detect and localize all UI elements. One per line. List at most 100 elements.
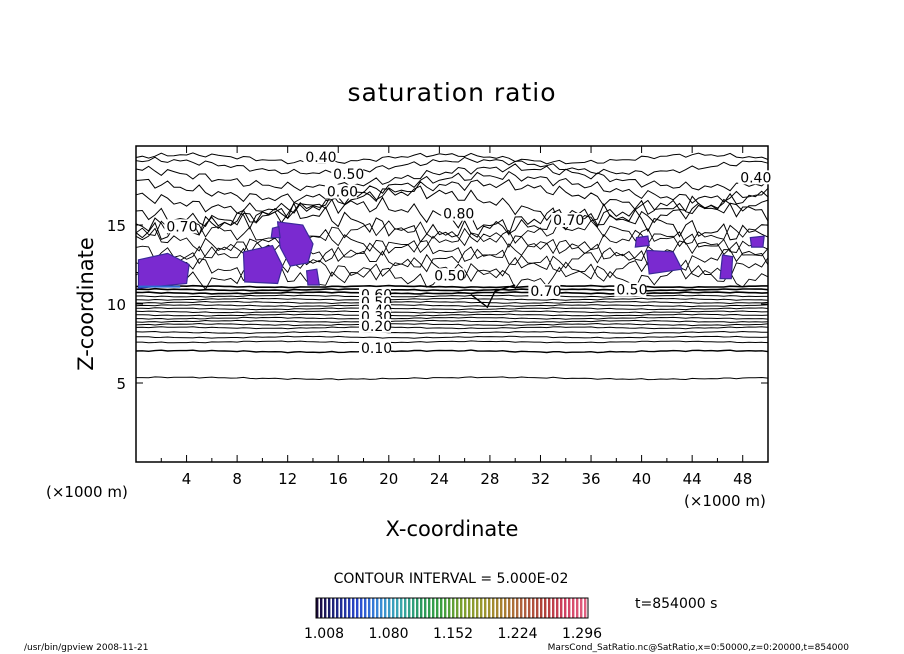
contour-line — [135, 310, 769, 314]
supersaturation-fill — [646, 249, 683, 275]
colorbar-stripe — [424, 598, 427, 618]
contour-label: 0.50 — [616, 283, 647, 299]
colorbar-stripe — [416, 598, 419, 618]
supersaturation-regions — [137, 221, 765, 289]
colorbar-stripe — [404, 598, 407, 618]
colorbar-stripe — [560, 598, 563, 618]
colorbar-stripe — [356, 598, 359, 618]
contour-line — [135, 202, 769, 243]
contour-line — [135, 330, 769, 335]
contour-label: 0.40 — [740, 170, 771, 186]
contour-line — [135, 300, 769, 305]
contour-line — [135, 156, 769, 177]
contour-line — [136, 335, 769, 339]
x-tick-label: 4 — [182, 470, 192, 488]
colorbar-stripe — [388, 598, 391, 618]
colorbar-stripe — [488, 598, 491, 618]
colorbar-stripe — [456, 598, 459, 618]
x-tick-label: 48 — [733, 470, 752, 488]
colorbar — [315, 597, 589, 619]
colorbar-stripe — [556, 598, 559, 618]
y-axis-label: Z-coordinate — [74, 237, 98, 371]
colorbar-tick-label: 1.296 — [562, 626, 602, 642]
y-tick-label: 10 — [107, 296, 126, 314]
footer-left: /usr/bin/gpview 2008-11-21 — [24, 643, 148, 653]
y-tick-label: 15 — [107, 217, 126, 235]
colorbar-stripe — [324, 598, 327, 618]
contour-line — [136, 316, 769, 320]
colorbar-stripe — [580, 598, 583, 618]
colorbar-stripe — [396, 598, 399, 618]
colorbar-stripe — [444, 598, 447, 618]
contour-line — [135, 326, 769, 330]
colorbar-stripe — [432, 598, 435, 618]
chart-title: saturation ratio — [347, 78, 556, 107]
contour-label: 0.70 — [166, 219, 197, 235]
colorbar-stripe — [328, 598, 331, 618]
colorbar-tick-label: 1.152 — [433, 626, 473, 642]
x-tick-label: 16 — [329, 470, 348, 488]
x-tick-label: 36 — [581, 470, 600, 488]
colorbar-stripe — [492, 598, 495, 618]
colorbar-stripe — [552, 598, 555, 618]
colorbar-tick-label: 1.224 — [497, 626, 537, 642]
contour-line — [135, 219, 769, 247]
colorbar-stripe — [400, 598, 403, 618]
contour-line — [136, 307, 769, 311]
colorbar-stripe — [496, 598, 499, 618]
contour-label: 0.60 — [327, 185, 358, 201]
time-label: t=854000 s — [635, 596, 717, 612]
contour-line — [135, 322, 769, 327]
contour-label-bg — [164, 219, 197, 234]
plot-area: 0.400.500.600.80 0.700.400.700.500.70 0.50… — [135, 145, 771, 463]
contour-label-bg — [303, 149, 336, 164]
contour-label: 0.50 — [434, 268, 465, 284]
x-unit-left: (×1000 m) — [46, 483, 128, 501]
colorbar-stripe — [360, 598, 363, 618]
colorbar-stripe — [348, 598, 351, 618]
colorbar-stripe — [568, 598, 571, 618]
colorbar-stripe — [428, 598, 431, 618]
contour-label-bg — [358, 340, 391, 355]
contour-line — [135, 313, 769, 317]
colorbar-stripe — [516, 598, 519, 618]
colorbar-stripe — [340, 598, 343, 618]
x-axis: 4 8 12 16 20 24 28 32 36 40 44 48 — [160, 146, 752, 488]
contour-line — [135, 170, 769, 204]
colorbar-stripe — [544, 598, 547, 618]
x-tick-label: 32 — [531, 470, 550, 488]
x-tick-label: 20 — [379, 470, 398, 488]
plot-frame — [135, 145, 769, 463]
supersaturation-fill — [242, 244, 284, 285]
colorbar-stripe — [500, 598, 503, 618]
colorbar-stripe — [336, 598, 339, 618]
contour-label: 0.70 — [553, 213, 584, 229]
colorbar-ticks: 1.008 1.080 1.152 1.224 1.296 — [304, 626, 602, 642]
colorbar-stripe — [344, 598, 347, 618]
contour-line — [135, 349, 769, 354]
contour-line — [135, 284, 768, 289]
x-tick-label: 28 — [480, 470, 499, 488]
colorbar-stripe — [408, 598, 411, 618]
contour-line — [135, 319, 769, 323]
colorbar-stripe — [332, 598, 335, 618]
colorbar-stripe — [508, 598, 511, 618]
colorbar-stripe — [584, 598, 587, 618]
colorbar-stripe — [504, 598, 507, 618]
colorbar-stripe — [440, 598, 443, 618]
colorbar-stripe — [436, 598, 439, 618]
colorbar-stripe — [448, 598, 451, 618]
colorbar-stripe — [536, 598, 539, 618]
colorbar-stripe — [368, 598, 371, 618]
colorbar-stripe — [512, 598, 515, 618]
colorbar-stripe — [392, 598, 395, 618]
colorbar-stripe — [480, 598, 483, 618]
colorbar-stripe — [372, 598, 375, 618]
colorbar-stripe — [548, 598, 551, 618]
contour-line — [135, 163, 769, 192]
y-tick-label: 5 — [116, 375, 126, 393]
contour-interval: CONTOUR INTERVAL = 5.000E-02 — [334, 571, 569, 587]
supersaturation-fill — [270, 225, 281, 239]
supersaturation-fill — [749, 235, 765, 248]
contour-label: 0.40 — [305, 150, 336, 166]
